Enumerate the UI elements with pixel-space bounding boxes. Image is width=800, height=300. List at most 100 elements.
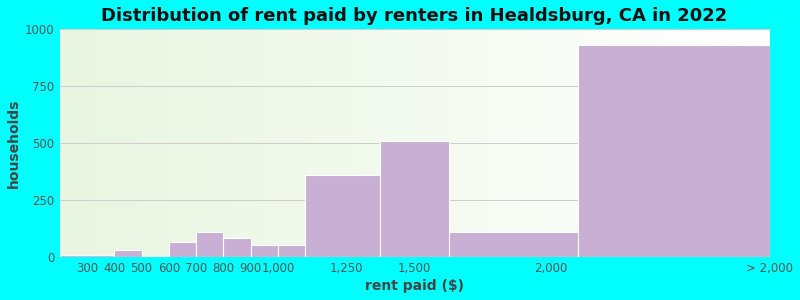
Bar — [116, 29, 120, 257]
Bar — [59, 255, 114, 257]
Bar — [542, 29, 546, 257]
Bar — [702, 29, 706, 257]
Bar — [286, 29, 290, 257]
Bar — [713, 29, 716, 257]
Bar — [418, 29, 422, 257]
Bar — [550, 29, 553, 257]
Bar — [610, 29, 614, 257]
Bar — [734, 29, 738, 257]
Bar — [241, 29, 244, 257]
Bar — [500, 29, 503, 257]
Bar — [142, 256, 169, 257]
Bar — [766, 29, 770, 257]
Bar — [365, 29, 369, 257]
Bar — [574, 29, 578, 257]
Bar — [152, 29, 155, 257]
Bar — [120, 29, 123, 257]
Bar — [432, 29, 436, 257]
Bar — [521, 29, 525, 257]
Bar — [369, 29, 372, 257]
Bar — [266, 29, 269, 257]
Bar — [95, 29, 98, 257]
Bar — [642, 29, 646, 257]
Bar — [123, 29, 127, 257]
Bar — [301, 29, 305, 257]
Bar — [570, 29, 574, 257]
Bar — [698, 29, 702, 257]
Bar — [457, 29, 461, 257]
Bar — [546, 29, 550, 257]
Bar — [166, 29, 170, 257]
Bar — [486, 29, 489, 257]
Bar — [202, 29, 205, 257]
Bar — [381, 141, 449, 257]
Bar — [762, 29, 766, 257]
Bar — [727, 29, 730, 257]
Bar — [347, 29, 350, 257]
Bar — [752, 29, 755, 257]
Bar — [358, 29, 362, 257]
Bar — [306, 175, 381, 257]
Bar — [589, 29, 592, 257]
Bar — [251, 29, 255, 257]
Bar — [134, 29, 138, 257]
Bar — [514, 29, 518, 257]
Bar — [446, 29, 450, 257]
Bar — [219, 29, 223, 257]
Bar — [666, 29, 670, 257]
Bar — [273, 29, 276, 257]
Bar — [599, 29, 602, 257]
Bar — [621, 29, 624, 257]
Bar — [592, 29, 596, 257]
Bar — [379, 29, 382, 257]
Bar — [248, 29, 251, 257]
Bar — [659, 29, 663, 257]
Bar — [414, 29, 418, 257]
Bar — [695, 29, 698, 257]
Bar — [426, 29, 429, 257]
Bar — [209, 29, 212, 257]
Bar — [258, 29, 262, 257]
Bar — [631, 29, 634, 257]
Bar — [262, 29, 266, 257]
Bar — [407, 29, 411, 257]
Bar — [471, 29, 475, 257]
Bar — [70, 29, 74, 257]
Bar — [503, 29, 507, 257]
Bar — [496, 29, 500, 257]
Bar — [343, 29, 347, 257]
Bar — [155, 29, 159, 257]
Bar — [397, 29, 400, 257]
Bar — [461, 29, 464, 257]
Bar — [170, 29, 173, 257]
Bar — [723, 29, 727, 257]
Bar — [244, 29, 248, 257]
Bar — [298, 29, 301, 257]
Bar — [372, 29, 375, 257]
Bar — [606, 29, 610, 257]
Bar — [649, 29, 653, 257]
Bar — [145, 29, 148, 257]
Bar — [468, 29, 471, 257]
Bar — [738, 29, 741, 257]
Bar — [634, 29, 638, 257]
Bar — [422, 29, 426, 257]
Bar — [684, 29, 688, 257]
Bar — [223, 238, 250, 257]
Bar — [308, 29, 312, 257]
Bar — [741, 29, 745, 257]
Bar — [535, 29, 539, 257]
Bar — [226, 29, 230, 257]
Bar — [138, 29, 142, 257]
Bar — [436, 29, 439, 257]
Bar — [113, 29, 116, 257]
Bar — [653, 29, 656, 257]
Bar — [191, 29, 194, 257]
Bar — [216, 29, 219, 257]
Bar — [337, 29, 340, 257]
Bar — [198, 29, 202, 257]
Bar — [510, 29, 514, 257]
Bar — [326, 29, 330, 257]
Bar — [354, 29, 358, 257]
Bar — [88, 29, 91, 257]
